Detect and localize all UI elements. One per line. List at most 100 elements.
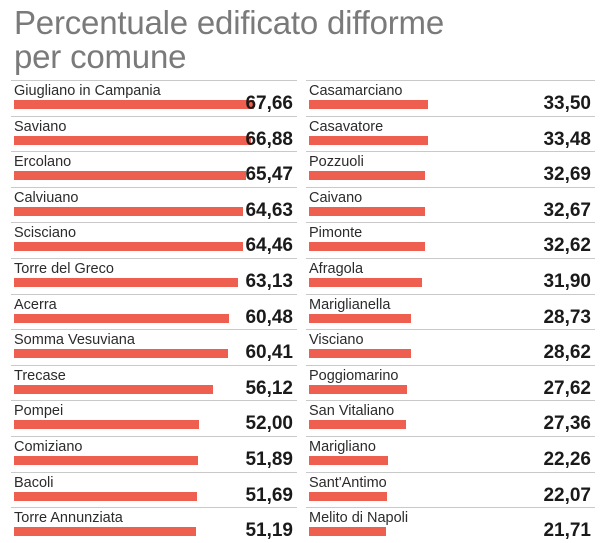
value-label: 52,00 [245, 413, 293, 435]
category-label: Torre del Greco [14, 261, 114, 277]
value-label: 66,88 [245, 128, 293, 150]
chart-row: Calviuano 64,63 [11, 186, 297, 223]
category-label: Trecase [14, 367, 66, 384]
category-label: Acerra [14, 296, 57, 313]
bar [309, 491, 388, 501]
bar [14, 491, 198, 501]
value-label: 32,62 [543, 235, 591, 257]
bar [309, 349, 411, 359]
value-label: 60,41 [245, 342, 293, 364]
chart-row: Acerra 60,48 [11, 293, 297, 330]
chart-row: Sant'Antimo 22,07 [306, 471, 595, 508]
category-label: Visciano [309, 332, 364, 349]
chart-row: Scisciano 64,46 [11, 222, 297, 258]
value-label: 51,89 [245, 449, 293, 470]
value-label: 32,67 [543, 199, 591, 221]
chart-row: Trecase 56,12 [11, 364, 297, 401]
value-label: 27,36 [543, 413, 591, 435]
chart-row: Bacoli 51,69 [11, 471, 297, 508]
bar [14, 135, 252, 145]
category-label: Saviano [14, 118, 67, 135]
category-label: Giugliano in Campania [14, 83, 161, 99]
value-label: 22,07 [543, 484, 591, 506]
chart-row: Pompei 52,00 [11, 400, 297, 436]
chart-row: Pozzuoli 32,69 [306, 151, 595, 187]
chart-row: Visciano 28,62 [306, 329, 595, 365]
category-label: San Vitaliano [309, 403, 395, 420]
value-label: 51,19 [245, 520, 293, 542]
value-label: 56,12 [245, 377, 293, 399]
bar [309, 100, 428, 109]
value-label: 65,47 [245, 164, 293, 186]
chart-row: Giugliano in Campania 67,66 [11, 80, 297, 116]
category-label: Sant'Antimo [309, 474, 387, 491]
chart-title: Percentuale edificato difforme per comun… [14, 6, 444, 74]
category-label: Marigliano [309, 439, 376, 455]
value-label: 27,62 [543, 377, 591, 399]
chart-row: San Vitaliano 27,36 [306, 400, 595, 436]
chart-row: Comiziano 51,89 [11, 436, 297, 472]
category-label: Ercolano [14, 154, 72, 171]
value-label: 64,46 [245, 235, 293, 257]
value-label: 22,26 [543, 449, 591, 470]
chart-row: Mariglianella 28,73 [306, 293, 595, 330]
bar [14, 242, 243, 252]
value-label: 21,71 [543, 520, 591, 542]
bar [309, 206, 425, 216]
bar-chart: Giugliano in Campania 67,66 Saviano 66,88 Er… [0, 80, 600, 543]
chart-row: Torre del Greco 63,13 [11, 258, 297, 294]
category-label: Scisciano [14, 225, 77, 242]
bar [309, 384, 408, 394]
category-label: Caivano [309, 189, 363, 206]
value-label: 31,90 [543, 271, 591, 292]
chart-row: Ercolano 65,47 [11, 151, 297, 187]
bar [14, 206, 244, 216]
chart-row: Caivano 32,67 [306, 186, 595, 223]
value-label: 33,48 [543, 128, 591, 150]
chart-row: Poggiomarino 27,62 [306, 364, 595, 401]
category-label: Mariglianella [309, 296, 391, 313]
category-label: Poggiomarino [309, 367, 399, 384]
category-label: Pimonte [309, 225, 363, 242]
category-label: Somma Vesuviana [14, 332, 135, 349]
chart-title-line-1: Percentuale edificato difforme [14, 4, 444, 41]
bar [309, 456, 389, 465]
chart-row: Casamarciano 33,50 [306, 80, 595, 116]
category-label: Afragola [309, 261, 364, 277]
value-label: 64,63 [245, 199, 293, 221]
chart-row: Somma Vesuviana 60,41 [11, 329, 297, 365]
category-label: Calviuano [14, 189, 79, 206]
chart-row: Afragola 31,90 [306, 258, 595, 294]
category-label: Pompei [14, 403, 64, 420]
bar [309, 242, 425, 252]
chart-row: Casavatore 33,48 [306, 115, 595, 152]
chart-title-line-2: per comune [14, 38, 187, 75]
value-label: 33,50 [543, 93, 591, 114]
bar [309, 278, 423, 287]
category-label: Bacoli [14, 474, 54, 491]
bar [309, 313, 411, 323]
chart-row: Melito di Napoli 21,71 [306, 507, 595, 543]
value-label: 28,73 [543, 306, 591, 328]
value-label: 67,66 [245, 93, 293, 114]
category-label: Pozzuoli [309, 154, 364, 171]
bar [309, 527, 387, 537]
bar [14, 171, 247, 181]
chart-row: Marigliano 22,26 [306, 436, 595, 472]
bar [14, 456, 199, 465]
bar [309, 135, 428, 145]
bar [14, 100, 255, 109]
value-label: 28,62 [543, 342, 591, 364]
bar [309, 171, 426, 181]
chart-row: Pimonte 32,62 [306, 222, 595, 258]
category-label: Casamarciano [309, 83, 403, 99]
bar [14, 278, 239, 287]
bar [309, 420, 407, 430]
value-label: 60,48 [245, 306, 293, 328]
bar [14, 313, 229, 323]
category-label: Casavatore [309, 118, 384, 135]
value-label: 51,69 [245, 484, 293, 506]
bar [14, 527, 196, 537]
category-label: Comiziano [14, 439, 83, 455]
category-label: Torre Annunziata [14, 510, 123, 527]
